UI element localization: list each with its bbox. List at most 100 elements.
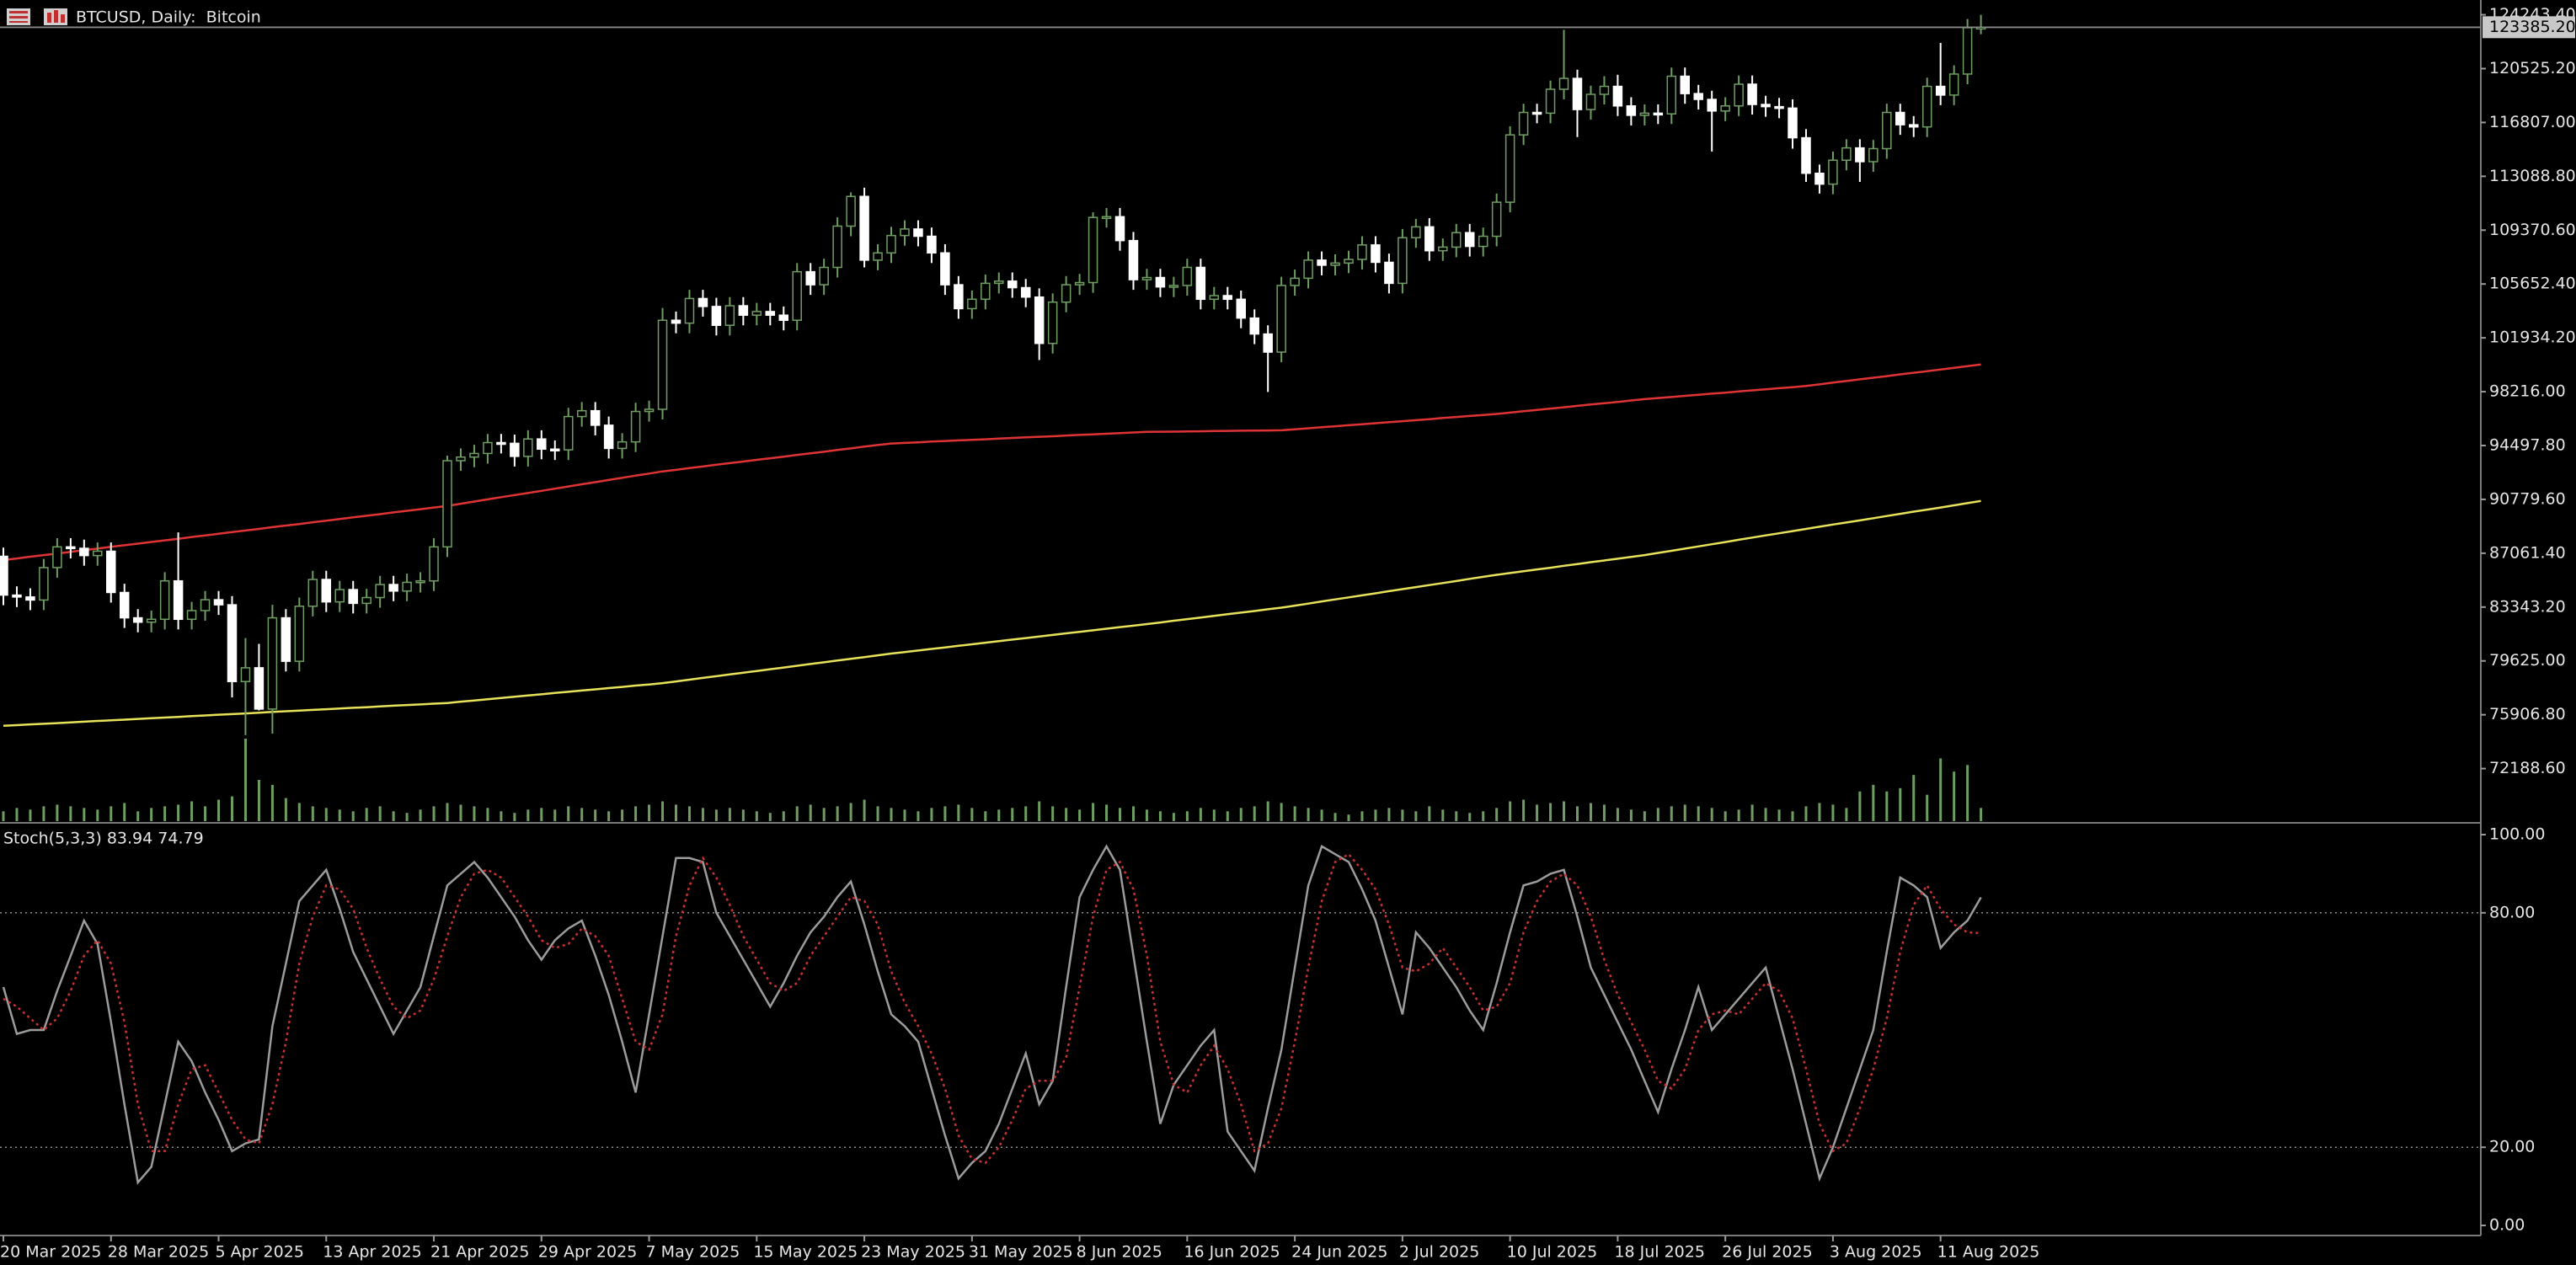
candle-body <box>1828 159 1838 185</box>
candle-body <box>1209 295 1220 301</box>
candle-body <box>227 604 238 682</box>
candle-body <box>39 567 49 601</box>
candle-body <box>1182 266 1193 286</box>
x-tick-label: 29 Apr 2025 <box>538 1243 637 1262</box>
candle-body <box>348 589 358 605</box>
y-tick-label: 79625.00 <box>2489 651 2566 670</box>
chart-title: BTCUSD, Daily: Bitcoin <box>76 8 261 27</box>
x-tick-label: 26 Jul 2025 <box>1722 1243 1813 1262</box>
candle-body <box>213 599 224 606</box>
moving-average-line <box>3 499 1981 728</box>
candle-body <box>1747 83 1757 105</box>
candle-body <box>1612 85 1623 107</box>
x-tick-label: 5 Apr 2025 <box>216 1243 304 1262</box>
x-tick-label: 15 May 2025 <box>753 1243 858 1262</box>
candle-body <box>671 319 681 324</box>
candle-body <box>1236 298 1246 319</box>
candle-body <box>1344 259 1354 264</box>
candle-body <box>1478 235 1488 248</box>
candle-body <box>0 555 8 596</box>
candle-body <box>1384 261 1394 285</box>
candle-body <box>415 579 425 584</box>
y-tick-label: 101934.20 <box>2489 328 2576 347</box>
candle-body <box>778 314 789 321</box>
y-tick-label: 116807.00 <box>2489 113 2576 131</box>
icon-stripe <box>9 21 28 23</box>
candle-body <box>1411 226 1421 238</box>
icon-bar <box>61 14 65 23</box>
candle-body <box>1330 262 1340 266</box>
candle-body <box>1814 172 1825 185</box>
candle-body <box>1558 77 1569 90</box>
candle-body <box>1734 83 1744 107</box>
x-tick-label: 11 Aug 2025 <box>1937 1243 2040 1262</box>
candle-body <box>1357 244 1367 260</box>
candle-body <box>483 441 493 455</box>
x-tick-label: 3 Aug 2025 <box>1830 1243 1922 1262</box>
candle-body <box>1155 276 1166 288</box>
candle-body <box>805 270 815 286</box>
candle-body <box>1061 284 1072 303</box>
candle-body <box>994 280 1004 285</box>
candle-body <box>1398 237 1408 285</box>
y-tick-label: 90779.60 <box>2489 489 2566 508</box>
candle-body <box>1531 111 1542 115</box>
candle-body <box>724 305 735 327</box>
candle-body <box>1599 85 1610 95</box>
candle-body <box>900 228 910 237</box>
x-tick-label: 7 May 2025 <box>646 1243 740 1262</box>
candle-body <box>1774 105 1784 109</box>
candle-body <box>173 579 184 621</box>
candle-body <box>1921 85 1932 128</box>
candle-body <box>1868 147 1879 163</box>
candle-body <box>927 235 937 254</box>
icon-stripe <box>9 11 28 13</box>
candle-body <box>1114 216 1125 242</box>
candle-body <box>361 596 371 605</box>
candle-body <box>1451 232 1462 248</box>
candle-body <box>1128 239 1139 280</box>
candle-body <box>281 616 291 662</box>
y-tick-label: 98216.00 <box>2489 382 2566 401</box>
candle-body <box>79 547 89 557</box>
candle-body <box>617 440 628 450</box>
candle-body <box>1168 285 1179 288</box>
icon-bar <box>54 10 58 23</box>
candle-body <box>442 460 452 548</box>
y-tick-label: 0.00 <box>2489 1216 2525 1235</box>
candle-body <box>967 298 977 310</box>
candle-body <box>1088 216 1098 284</box>
candle-body <box>1047 301 1058 344</box>
header-icons <box>7 8 67 25</box>
candle-body <box>294 606 305 662</box>
candle-body <box>254 667 265 710</box>
candle-body <box>267 616 278 710</box>
moving-average-line <box>3 363 1981 562</box>
candle-body <box>375 584 385 599</box>
candle-body <box>590 409 601 426</box>
candle-body <box>1317 259 1327 266</box>
candle-body <box>1639 112 1650 116</box>
candle-body <box>684 297 695 324</box>
candle-body <box>765 311 776 316</box>
x-tick-label: 2 Jul 2025 <box>1399 1243 1479 1262</box>
candle-body <box>402 581 412 592</box>
candle-body <box>240 667 251 682</box>
candle-body <box>1141 276 1152 280</box>
candle-body <box>563 415 574 451</box>
candle-body <box>1720 105 1730 112</box>
y-tick-label: 100.00 <box>2489 825 2545 844</box>
y-tick-label: 83343.20 <box>2489 597 2566 616</box>
candle-body <box>1855 147 1865 163</box>
candle-body <box>603 424 614 450</box>
candle-body <box>954 284 964 310</box>
candle-body <box>1074 281 1085 286</box>
icon-stripe <box>9 16 28 19</box>
candle-body <box>321 579 332 603</box>
x-tick-label: 31 May 2025 <box>969 1243 1073 1262</box>
candle-body <box>523 438 533 457</box>
candle-body <box>940 252 950 286</box>
x-tick-label: 16 Jun 2025 <box>1184 1243 1280 1262</box>
candle-body <box>1707 99 1717 112</box>
candle-body <box>657 319 668 410</box>
